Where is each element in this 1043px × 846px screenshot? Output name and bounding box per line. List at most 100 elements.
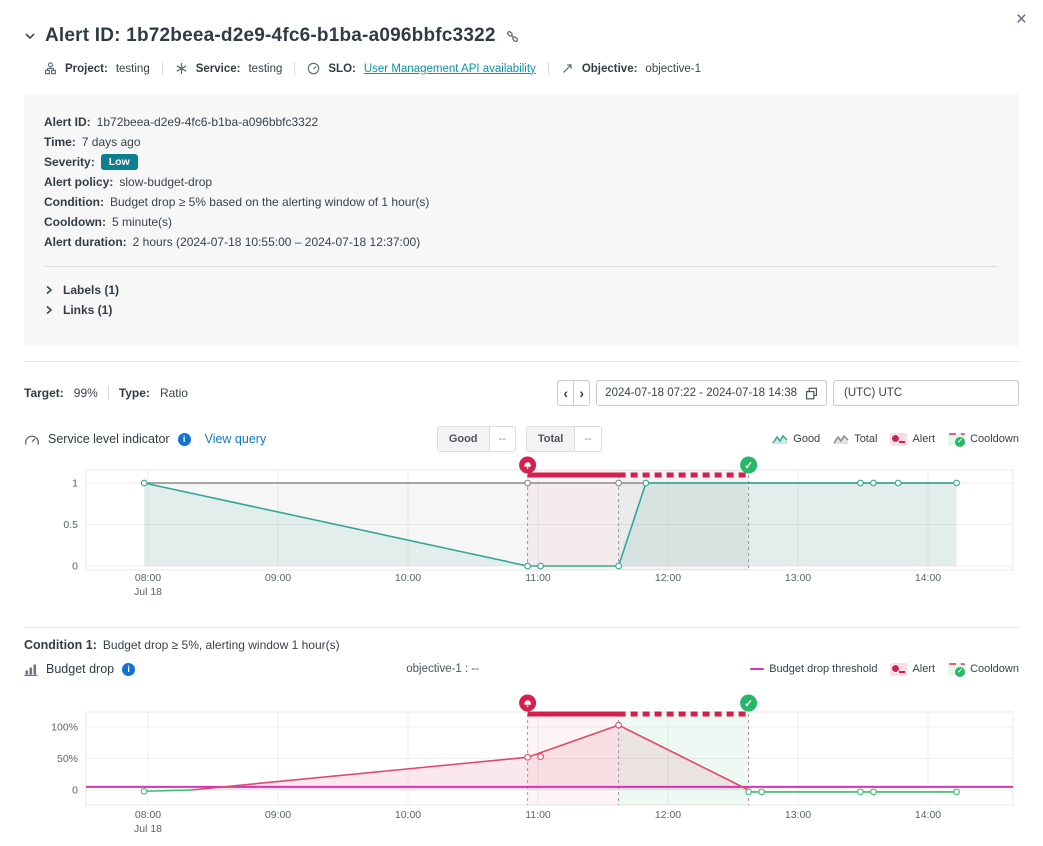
threshold-line-icon — [750, 668, 765, 670]
svg-text:14:00: 14:00 — [915, 572, 941, 584]
detail-label: Alert policy: — [44, 175, 114, 189]
target-label: Target: — [24, 386, 64, 400]
svg-text:09:00: 09:00 — [265, 572, 291, 584]
svg-text:Jul 18: Jul 18 — [134, 823, 162, 835]
labels-toggle[interactable]: Labels (1) — [44, 280, 999, 300]
breadcrumb-divider — [161, 62, 163, 75]
svg-text:0: 0 — [72, 561, 78, 573]
detail-value: 5 minute(s) — [111, 215, 173, 229]
alert-details-panel: Alert ID: 1b72beea-d2e9-4fc6-b1ba-a096bbf… — [24, 94, 1019, 346]
legend-total[interactable]: Total — [833, 433, 877, 445]
svg-text:12:00: 12:00 — [655, 809, 681, 821]
collapse-chevron-icon[interactable] — [24, 30, 36, 42]
budget-section-header: Budget drop i objective-1 : -- Budget dr… — [24, 662, 1019, 677]
info-icon[interactable]: i — [177, 432, 191, 446]
legend-alert[interactable]: Alert — [890, 432, 935, 446]
detail-label: Alert duration: — [44, 235, 127, 249]
svg-text:✓: ✓ — [744, 698, 753, 710]
svg-text:09:00: 09:00 — [265, 809, 291, 821]
breadcrumb-label: Service: — [195, 62, 241, 75]
type-label: Type: — [118, 386, 150, 400]
slo-icon — [307, 62, 320, 75]
panel-divider — [44, 266, 997, 267]
timezone-select[interactable]: (UTC) UTC — [833, 380, 1019, 406]
svg-text:11:00: 11:00 — [525, 809, 551, 821]
target-value: 99% — [73, 386, 98, 400]
svg-text:0: 0 — [72, 785, 78, 797]
svg-text:13:00: 13:00 — [785, 572, 811, 584]
view-query-link[interactable]: View query — [204, 432, 267, 446]
breadcrumb-divider — [547, 62, 549, 75]
detail-label: Condition: — [44, 195, 104, 209]
next-window-button[interactable]: › — [573, 381, 589, 405]
alert-icon — [890, 432, 908, 446]
detail-label: Alert ID: — [44, 115, 91, 129]
copy-icon[interactable] — [805, 387, 818, 400]
condition-text: Budget drop ≥ 5%, alerting window 1 hour… — [102, 638, 340, 652]
date-range-value: 2024-07-18 07:22 - 2024-07-18 14:38 — [605, 387, 797, 399]
page-title: Alert ID: 1b72beea-d2e9-4fc6-b1ba-a096bb… — [45, 25, 496, 46]
detail-label: Time: — [44, 135, 76, 149]
detail-label: Severity: — [44, 155, 95, 169]
good-chip: Good -- — [436, 426, 516, 452]
type-value: Ratio — [159, 386, 188, 400]
links-toggle[interactable]: Links (1) — [44, 300, 999, 320]
condition-title-row: Condition 1: Budget drop ≥ 5%, alerting … — [24, 638, 340, 652]
svg-text:14:00: 14:00 — [915, 809, 941, 821]
legend-alert[interactable]: Alert — [890, 662, 935, 676]
detail-value: 2 hours (2024-07-18 10:55:00 – 2024-07-1… — [132, 235, 421, 249]
prev-window-button[interactable]: ‹ — [563, 385, 568, 401]
legend-good[interactable]: Good — [772, 433, 820, 445]
good-chip-value: -- — [498, 433, 506, 445]
breadcrumb-value: testing — [248, 62, 283, 75]
chevron-right-icon — [44, 305, 54, 315]
objective-value-label: objective-1 : -- — [406, 663, 480, 675]
budget-drop-chart[interactable]: 08:00 09:00 10:00 11:00 12:00 13:00 14:00 Jul 1… — [26, 692, 1019, 844]
breadcrumb-divider — [294, 62, 296, 75]
svg-text:Jul 18: Jul 18 — [134, 586, 162, 598]
section-divider — [24, 361, 1019, 362]
legend-threshold[interactable]: Budget drop threshold — [750, 663, 877, 675]
breadcrumb-value: testing — [115, 62, 150, 75]
alert-icon — [890, 662, 908, 676]
detail-value: Budget drop ≥ 5% based on the alerting w… — [109, 195, 430, 209]
svg-text:10:00: 10:00 — [395, 572, 421, 584]
legend-cooldown[interactable]: ✓ Cooldown — [948, 662, 1019, 677]
copy-link-icon[interactable] — [505, 29, 520, 44]
svg-text:1: 1 — [72, 478, 78, 490]
time-controls: ‹ › 2024-07-18 07:22 - 2024-07-18 14:38 … — [557, 380, 1019, 406]
slo-summary: Target: 99% Type: Ratio — [24, 386, 188, 400]
timezone-value: (UTC) UTC — [844, 387, 903, 399]
svg-text:100%: 100% — [51, 722, 78, 734]
time-nav: ‹ › — [557, 380, 591, 406]
total-chip: Total -- — [525, 426, 602, 452]
sli-title: Service level indicator — [48, 432, 170, 446]
total-chip-label: Total — [526, 427, 576, 451]
budget-legend: Budget drop threshold Alert ✓ Cooldown — [750, 662, 1019, 677]
sli-chart[interactable]: 08:00 09:00 10:00 11:00 12:00 13:00 14:00 Jul 1… — [26, 450, 1019, 602]
svg-text:13:00: 13:00 — [785, 809, 811, 821]
total-chip-value: -- — [584, 433, 592, 445]
breadcrumb: Project: testing Service: testing SLO: U… — [44, 62, 701, 75]
sli-section-header: Service level indicator i View query Goo… — [24, 426, 1019, 452]
condition-title: Condition 1: — [24, 638, 97, 652]
total-line-icon — [833, 434, 849, 445]
cooldown-icon: ✓ — [948, 432, 966, 447]
service-icon — [175, 62, 188, 75]
good-chip-label: Good — [437, 427, 490, 451]
svg-text:✓: ✓ — [744, 460, 753, 472]
objective-icon — [561, 62, 574, 75]
slo-link[interactable]: User Management API availability — [363, 62, 536, 75]
detail-value: 1b72beea-d2e9-4fc6-b1ba-a096bbfc3322 — [96, 115, 319, 129]
detail-label: Cooldown: — [44, 215, 106, 229]
legend-cooldown[interactable]: ✓ Cooldown — [948, 432, 1019, 447]
good-line-icon — [772, 434, 788, 445]
breadcrumb-label: Project: — [65, 62, 108, 75]
date-range-picker[interactable]: 2024-07-18 07:22 - 2024-07-18 14:38 — [596, 380, 827, 406]
info-icon[interactable]: i — [122, 662, 136, 676]
close-button[interactable]: × — [1015, 9, 1027, 30]
divider — [107, 386, 109, 400]
svg-text:10:00: 10:00 — [395, 809, 421, 821]
svg-text:50%: 50% — [57, 753, 78, 765]
